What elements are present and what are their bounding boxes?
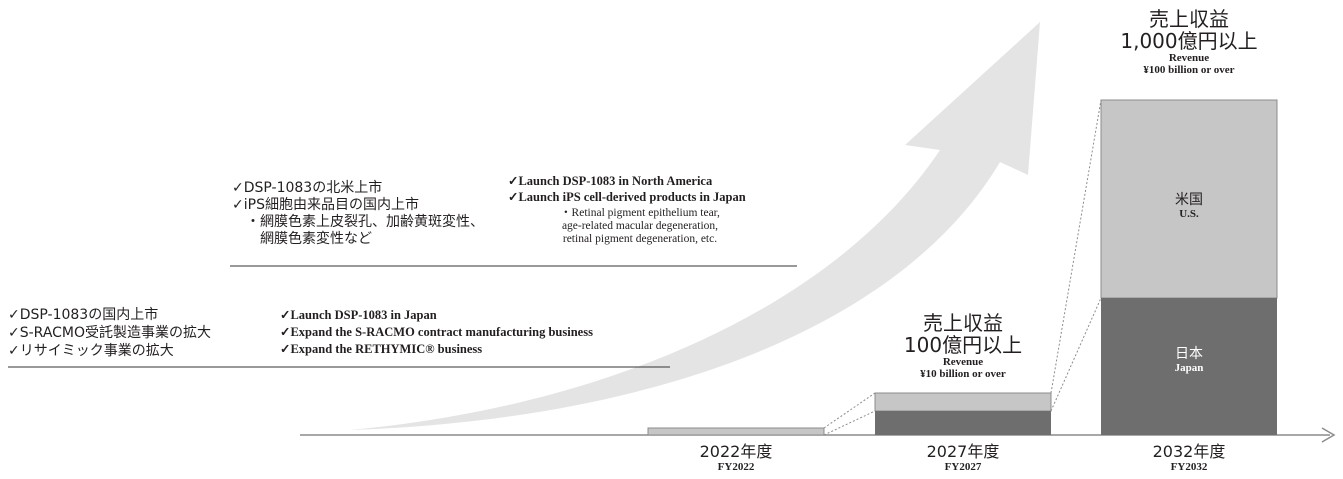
upper-jp-line: 網膜色素変性など: [232, 231, 372, 247]
lower-en-line: ✓Expand the S-RACMO contract manufacturi…: [280, 325, 593, 339]
lower-stage-jp: ✓DSP-1083の国内上市 ✓S-RACMO受託製造事業の拡大 ✓リサイミック…: [8, 306, 211, 360]
upper-jp-line: ✓DSP-1083の北米上市: [232, 180, 383, 196]
revenue-2027-jp-line2: 100億円以上: [903, 333, 1023, 357]
upper-stage-en: ✓Launch DSP-1083 in North America ✓Launc…: [508, 174, 746, 205]
segment-japan-en: Japan: [1174, 362, 1204, 374]
lower-stage-en: ✓Launch DSP-1083 in Japan ✓Expand the S-…: [280, 307, 593, 358]
segment-label-us: 米国 U.S.: [1114, 192, 1264, 220]
segment-japan-jp: 日本: [1175, 346, 1203, 362]
upper-stage-jp: ✓DSP-1083の北米上市 ✓iPS細胞由来品目の国内上市 ・網膜色素上皮裂孔…: [232, 180, 484, 248]
bar-fy2027-us: [874, 392, 1052, 412]
upper-en-sub-line: ・Retinal pigment epithelium tear,: [560, 207, 720, 219]
upper-en-line: ✓Launch iPS cell-derived products in Jap…: [508, 189, 746, 204]
bar-fy2032-japan: [1101, 298, 1277, 435]
lower-en-line: ✓Launch DSP-1083 in Japan: [280, 308, 437, 322]
revenue-2027-en-line2: ¥10 billion or over: [920, 368, 1006, 380]
year-label-fy2027: 2027年度 FY2027: [873, 442, 1053, 474]
year-2022-jp: 2022年度: [699, 442, 773, 461]
year-2022-en: FY2022: [717, 461, 755, 473]
year-label-fy2032: 2032年度 FY2032: [1099, 442, 1279, 474]
bar-fy2032-us: [1100, 99, 1278, 299]
year-2032-jp: 2032年度: [1152, 442, 1226, 461]
revenue-2027-jp-line1: 売上収益: [923, 311, 1003, 335]
year-2027-en: FY2027: [944, 461, 982, 473]
bar-fy2027-japan: [875, 411, 1051, 435]
upper-en-sub-line: age-related macular degeneration,: [561, 220, 719, 232]
year-label-fy2022: 2022年度 FY2022: [646, 442, 826, 474]
connector-2027-2032-bottom: [1050, 297, 1102, 412]
upper-en-sub-line: retinal pigment degeneration, etc.: [562, 233, 718, 245]
revenue-2032-jp-line2: 1,000億円以上: [1120, 29, 1258, 53]
revenue-label-fy2032: 売上収益 1,000億円以上 Revenue ¥100 billion or o…: [1089, 8, 1289, 76]
lower-jp-line: ✓リサイミック事業の拡大: [8, 343, 174, 359]
year-2032-en: FY2032: [1170, 461, 1208, 473]
revenue-2032-jp-line1: 売上収益: [1149, 7, 1229, 31]
timeline-arrowhead: [1321, 427, 1336, 443]
upper-en-line: ✓Launch DSP-1083 in North America: [508, 174, 713, 188]
connector-2022-2027-bottom: [823, 410, 876, 436]
revenue-2032-en-line2: ¥100 billion or over: [1143, 64, 1235, 76]
lower-en-line: ✓Expand the RETHYMIC® business: [280, 342, 483, 356]
segment-us-en: U.S.: [1179, 208, 1199, 220]
segment-us-jp: 米国: [1175, 192, 1203, 208]
growth-arrow: [350, 22, 1040, 430]
upper-stage-en-sub: ・Retinal pigment epithelium tear, age-re…: [520, 207, 760, 246]
connector-2027-2032-top: [1050, 99, 1102, 394]
segment-label-japan: 日本 Japan: [1114, 346, 1264, 374]
upper-jp-line: ✓iPS細胞由来品目の国内上市: [232, 197, 419, 213]
revenue-label-fy2027: 売上収益 100億円以上 Revenue ¥10 billion or over: [873, 312, 1053, 380]
bar-fy2022: [647, 427, 825, 436]
year-2027-jp: 2027年度: [926, 442, 1000, 461]
lower-jp-line: ✓DSP-1083の国内上市: [8, 307, 159, 323]
lower-jp-line: ✓S-RACMO受託製造事業の拡大: [8, 325, 212, 341]
revenue-2032-en-line1: Revenue: [1168, 52, 1210, 64]
upper-jp-line: ・網膜色素上皮裂孔、加齢黄斑変性、: [232, 214, 484, 230]
revenue-2027-en-line1: Revenue: [942, 356, 984, 368]
